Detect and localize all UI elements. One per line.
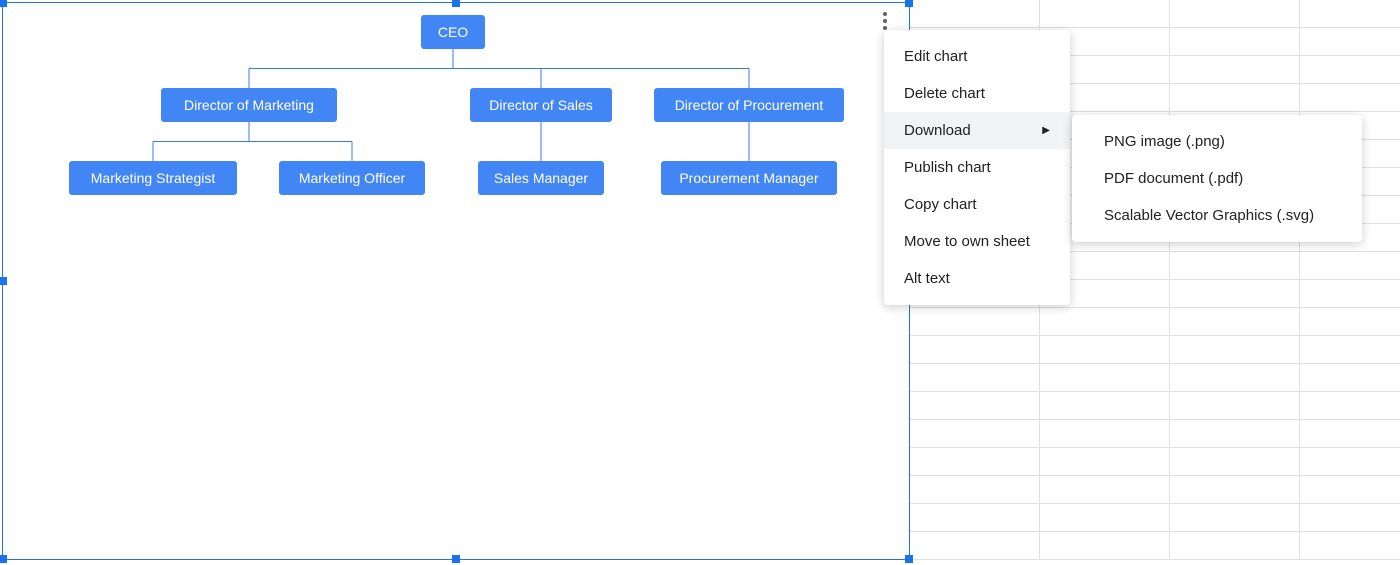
grid-cell[interactable]: [1300, 448, 1400, 475]
grid-cell[interactable]: [1040, 0, 1170, 27]
menu-item-label: Alt text: [904, 270, 950, 287]
selection-handle[interactable]: [452, 555, 460, 563]
chart-context-menu: Edit chart Delete chart Download ▶ Publish c…: [884, 30, 1070, 305]
grid-cell[interactable]: [1170, 252, 1300, 279]
grid-cell[interactable]: [1040, 448, 1170, 475]
submenu-item[interactable]: PNG image (.png): [1072, 123, 1362, 160]
grid-cell[interactable]: [1300, 476, 1400, 503]
grid-cell[interactable]: [910, 420, 1040, 447]
grid-cell[interactable]: [1040, 476, 1170, 503]
grid-row: [910, 504, 1400, 532]
grid-row: [910, 420, 1400, 448]
grid-cell[interactable]: [1040, 532, 1170, 559]
grid-cell[interactable]: [1040, 364, 1170, 391]
menu-item[interactable]: Delete chart: [884, 75, 1070, 112]
grid-cell[interactable]: [1300, 336, 1400, 363]
selection-handle[interactable]: [0, 555, 7, 563]
grid-cell[interactable]: [910, 392, 1040, 419]
grid-cell[interactable]: [1040, 420, 1170, 447]
org-node-dir_sales[interactable]: Director of Sales: [470, 88, 612, 122]
grid-cell[interactable]: [910, 0, 1040, 27]
grid-cell[interactable]: [1300, 392, 1400, 419]
org-node-mkt_off[interactable]: Marketing Officer: [279, 161, 425, 195]
grid-cell[interactable]: [910, 336, 1040, 363]
selection-handle[interactable]: [905, 555, 913, 563]
grid-row: [910, 0, 1400, 28]
grid-cell[interactable]: [1300, 504, 1400, 531]
selection-handle[interactable]: [905, 0, 913, 7]
grid-row: [910, 364, 1400, 392]
kebab-dot-icon: [883, 19, 887, 23]
menu-item[interactable]: Download ▶: [884, 112, 1070, 149]
grid-cell[interactable]: [1170, 336, 1300, 363]
grid-cell[interactable]: [910, 504, 1040, 531]
grid-cell[interactable]: [1300, 420, 1400, 447]
grid-cell[interactable]: [1170, 364, 1300, 391]
grid-cell[interactable]: [910, 364, 1040, 391]
grid-cell[interactable]: [1170, 476, 1300, 503]
grid-cell[interactable]: [1170, 0, 1300, 27]
grid-cell[interactable]: [1040, 392, 1170, 419]
org-node-mkt_strat[interactable]: Marketing Strategist: [69, 161, 237, 195]
grid-cell[interactable]: [1170, 420, 1300, 447]
grid-cell[interactable]: [1170, 448, 1300, 475]
grid-cell[interactable]: [1170, 504, 1300, 531]
org-node-sales_mgr[interactable]: Sales Manager: [478, 161, 604, 195]
grid-cell[interactable]: [1300, 364, 1400, 391]
menu-item[interactable]: Edit chart: [884, 38, 1070, 75]
grid-cell[interactable]: [1300, 308, 1400, 335]
submenu-item[interactable]: PDF document (.pdf): [1072, 160, 1362, 197]
grid-row: [910, 476, 1400, 504]
grid-cell[interactable]: [1300, 252, 1400, 279]
grid-cell[interactable]: [910, 308, 1040, 335]
grid-row: [910, 336, 1400, 364]
org-node-ceo[interactable]: CEO: [421, 15, 485, 49]
kebab-dot-icon: [883, 12, 887, 16]
menu-item-label: Publish chart: [904, 159, 991, 176]
grid-row: [910, 532, 1400, 560]
grid-cell[interactable]: [1170, 56, 1300, 83]
grid-cell[interactable]: [1170, 28, 1300, 55]
menu-item-label: Edit chart: [904, 48, 967, 65]
menu-item-label: Copy chart: [904, 196, 977, 213]
grid-row: [910, 308, 1400, 336]
grid-cell[interactable]: [910, 532, 1040, 559]
grid-cell[interactable]: [1040, 504, 1170, 531]
grid-cell[interactable]: [1300, 280, 1400, 307]
submenu-arrow-icon: ▶: [1042, 125, 1050, 136]
grid-cell[interactable]: [1300, 56, 1400, 83]
menu-item-label: Move to own sheet: [904, 233, 1030, 250]
submenu-item[interactable]: Scalable Vector Graphics (.svg): [1072, 197, 1362, 234]
grid-cell[interactable]: [1170, 532, 1300, 559]
grid-cell[interactable]: [1170, 392, 1300, 419]
menu-item[interactable]: Copy chart: [884, 186, 1070, 223]
grid-cell[interactable]: [1170, 84, 1300, 111]
grid-cell[interactable]: [1300, 0, 1400, 27]
grid-row: [910, 448, 1400, 476]
chart-container-selected[interactable]: CEO Director of Marketing Director of Sale…: [2, 2, 910, 560]
org-node-dir_mkt[interactable]: Director of Marketing: [161, 88, 337, 122]
grid-cell[interactable]: [1170, 280, 1300, 307]
grid-cell[interactable]: [1300, 532, 1400, 559]
selection-handle[interactable]: [452, 0, 460, 7]
selection-handle[interactable]: [0, 277, 7, 285]
grid-cell[interactable]: [910, 448, 1040, 475]
menu-item[interactable]: Move to own sheet: [884, 223, 1070, 260]
grid-cell[interactable]: [910, 476, 1040, 503]
menu-item[interactable]: Alt text: [884, 260, 1070, 297]
download-submenu: PNG image (.png)PDF document (.pdf)Scala…: [1072, 115, 1362, 242]
menu-item-label: Download: [904, 122, 971, 139]
grid-cell[interactable]: [1040, 308, 1170, 335]
menu-item-label: Delete chart: [904, 85, 985, 102]
selection-handle[interactable]: [0, 0, 7, 7]
grid-cell[interactable]: [1300, 84, 1400, 111]
org-chart-connectors: [3, 3, 911, 561]
grid-cell[interactable]: [1170, 308, 1300, 335]
grid-cell[interactable]: [1040, 336, 1170, 363]
grid-cell[interactable]: [1300, 28, 1400, 55]
org-node-dir_proc[interactable]: Director of Procurement: [654, 88, 844, 122]
grid-row: [910, 392, 1400, 420]
menu-item[interactable]: Publish chart: [884, 149, 1070, 186]
org-node-proc_mgr[interactable]: Procurement Manager: [661, 161, 837, 195]
